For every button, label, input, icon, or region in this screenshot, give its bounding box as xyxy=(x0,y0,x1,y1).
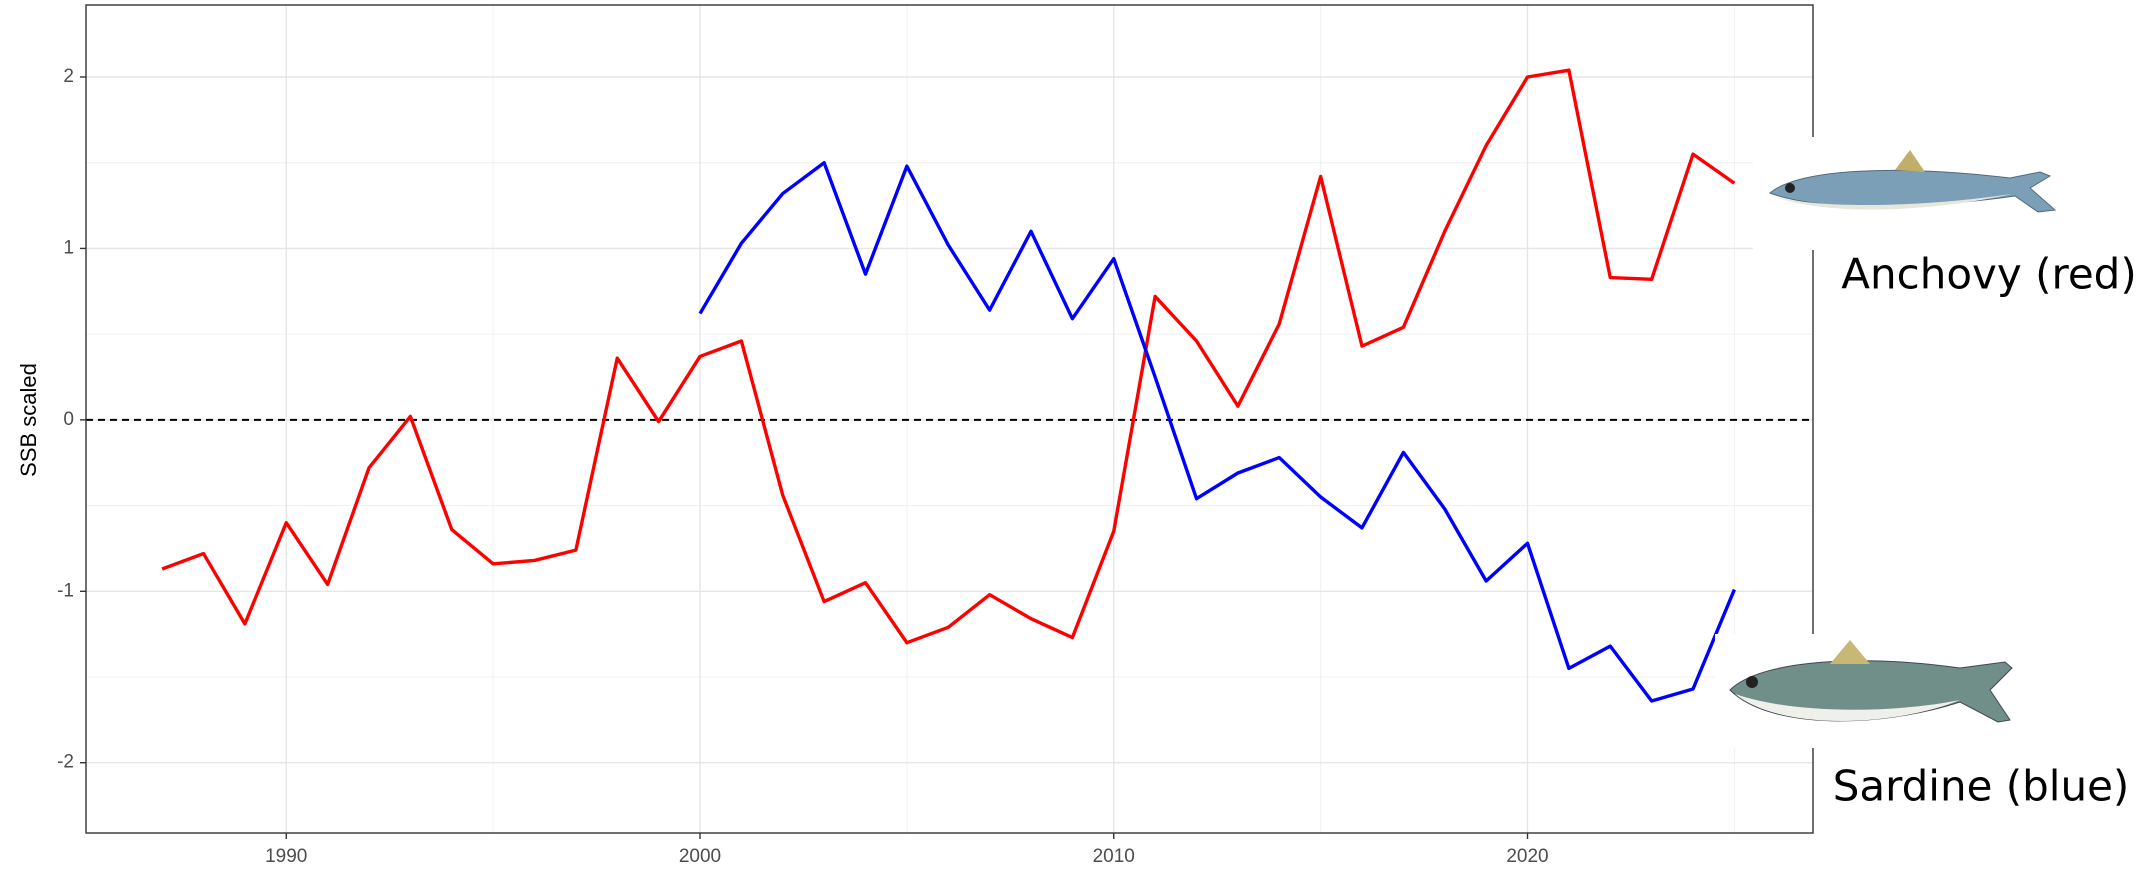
y-tick-label: 0 xyxy=(63,409,74,430)
y-tick-label: -2 xyxy=(57,752,74,773)
x-tick-label: 2020 xyxy=(1506,846,1548,867)
x-tick-label: 2010 xyxy=(1093,846,1135,867)
series-line xyxy=(700,163,1734,701)
chart: Anchovy (red) Sardine (blue) SSB scaled … xyxy=(0,0,2144,869)
x-tick-label: 2000 xyxy=(679,846,721,867)
y-axis-title: SSB scaled xyxy=(16,363,41,477)
y-tick-label: 2 xyxy=(63,66,74,87)
annotation: Anchovy (red) xyxy=(1841,250,2136,299)
y-tick-label: -1 xyxy=(57,580,74,601)
annotation: Sardine (blue) xyxy=(1833,762,2130,811)
series-line xyxy=(162,70,1734,643)
plot xyxy=(86,70,1813,701)
y-tick-label: 1 xyxy=(63,237,74,258)
x-tick-label: 1990 xyxy=(265,846,307,867)
page: {"chart_data": {"type": "line", "y_label… xyxy=(0,0,2144,869)
